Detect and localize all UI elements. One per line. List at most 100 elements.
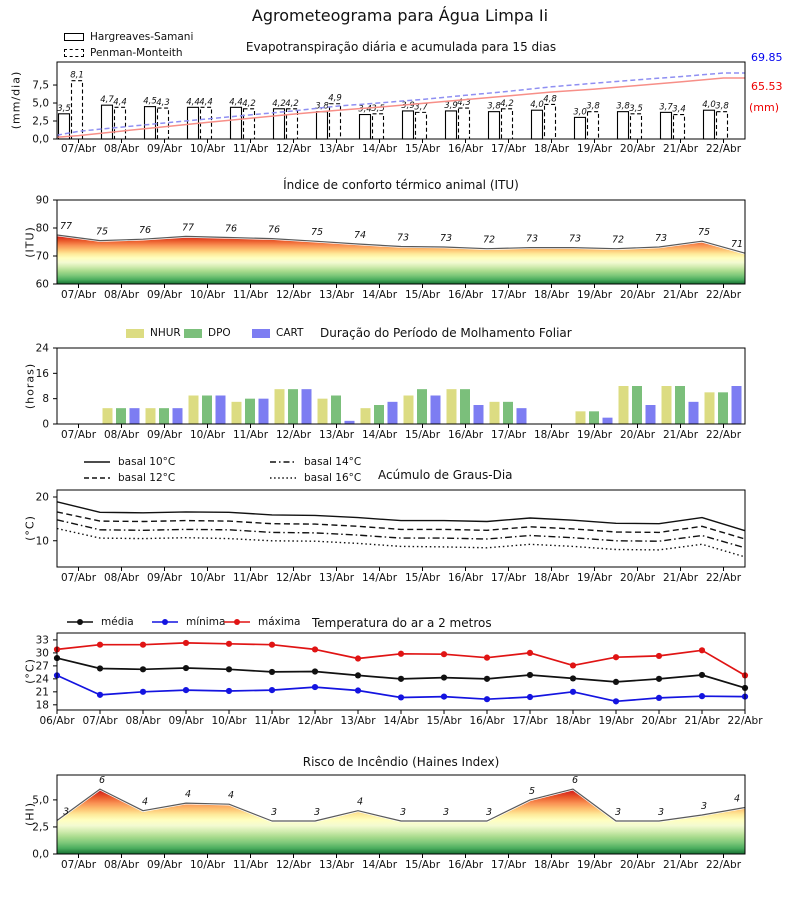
- svg-text:4: 4: [185, 789, 191, 800]
- svg-text:09/Abr: 09/Abr: [147, 289, 183, 301]
- svg-text:15/Abr: 15/Abr: [405, 143, 441, 155]
- legend-dpo: DPO: [184, 327, 231, 339]
- legend-penman-label: Penman-Monteith: [90, 47, 183, 59]
- legend-basal16: basal 16°C: [268, 472, 361, 484]
- svg-text:11/Abr: 11/Abr: [254, 715, 290, 727]
- dpo-swatch-icon: [184, 328, 202, 338]
- svg-text:4,2: 4,2: [285, 99, 299, 109]
- svg-text:0,0: 0,0: [32, 849, 49, 861]
- svg-text:18/Abr: 18/Abr: [534, 572, 570, 584]
- svg-text:09/Abr: 09/Abr: [147, 429, 183, 441]
- svg-text:4,3: 4,3: [156, 98, 170, 108]
- svg-text:14/Abr: 14/Abr: [362, 429, 398, 441]
- legend-nhur-label: NHUR: [150, 327, 181, 339]
- molhamento-chart: 0 8 16 24 07/Abr 08/Abr 09/Abr 10/Abr 11/Abr 12/A…: [36, 343, 746, 441]
- svg-text:22/Abr: 22/Abr: [727, 715, 763, 727]
- svg-text:75: 75: [96, 227, 108, 238]
- svg-text:16/Abr: 16/Abr: [448, 289, 484, 301]
- svg-text:21: 21: [36, 686, 49, 698]
- svg-text:07/Abr: 07/Abr: [61, 429, 97, 441]
- svg-text:13/Abr: 13/Abr: [319, 143, 355, 155]
- itu-title: Índice de conforto térmico animal (ITU): [283, 178, 519, 192]
- legend-hargreaves: Hargreaves-Samani: [64, 31, 193, 43]
- svg-text:12/Abr: 12/Abr: [297, 715, 333, 727]
- itu-ylabel: (ITU): [23, 226, 37, 258]
- svg-text:09/Abr: 09/Abr: [147, 572, 183, 584]
- legend-cart-label: CART: [276, 327, 304, 339]
- svg-text:4,3: 4,3: [457, 98, 471, 108]
- svg-text:22/Abr: 22/Abr: [706, 143, 742, 155]
- svg-text:73: 73: [655, 233, 667, 244]
- svg-text:4,7: 4,7: [100, 95, 114, 105]
- svg-text:10/Abr: 10/Abr: [190, 859, 226, 871]
- svg-text:10/Abr: 10/Abr: [211, 715, 247, 727]
- penman-swatch-icon: [64, 49, 84, 57]
- svg-text:11/Abr: 11/Abr: [233, 143, 269, 155]
- svg-text:3,7: 3,7: [659, 102, 673, 112]
- molhamento-title: Duração do Período de Molhamento Foliar: [320, 326, 572, 340]
- svg-text:20/Abr: 20/Abr: [620, 572, 656, 584]
- legend-minima: mínima: [150, 616, 225, 628]
- svg-text:6: 6: [99, 775, 105, 786]
- svg-text:3: 3: [314, 807, 320, 818]
- legend-nhur: NHUR: [126, 327, 181, 339]
- svg-text:15/Abr: 15/Abr: [405, 572, 441, 584]
- legend-maxima: máxima: [222, 616, 300, 628]
- svg-text:09/Abr: 09/Abr: [147, 859, 183, 871]
- basal14-line-icon: [270, 461, 296, 463]
- svg-text:3,4: 3,4: [358, 105, 372, 115]
- basal12-line-icon: [84, 477, 110, 479]
- svg-text:70: 70: [36, 251, 49, 263]
- svg-text:73: 73: [569, 234, 581, 245]
- legend-cart: CART: [252, 327, 303, 339]
- svg-text:18/Abr: 18/Abr: [534, 859, 570, 871]
- legend-basal10-label: basal 10°C: [118, 456, 176, 468]
- svg-text:12/Abr: 12/Abr: [276, 572, 312, 584]
- haines-ylabel: (HI): [23, 801, 37, 827]
- svg-text:24: 24: [36, 343, 50, 355]
- svg-text:14/Abr: 14/Abr: [362, 859, 398, 871]
- svg-text:19/Abr: 19/Abr: [598, 715, 634, 727]
- basal16-line-icon: [270, 477, 296, 479]
- svg-text:73: 73: [397, 232, 409, 243]
- svg-text:17/Abr: 17/Abr: [491, 429, 527, 441]
- svg-text:18: 18: [36, 699, 49, 711]
- svg-text:21/Abr: 21/Abr: [663, 859, 699, 871]
- svg-text:10/Abr: 10/Abr: [190, 289, 226, 301]
- svg-text:20/Abr: 20/Abr: [641, 715, 677, 727]
- legend-media-label: média: [101, 616, 134, 628]
- right-axis-unit: (mm): [749, 101, 780, 114]
- svg-text:17/Abr: 17/Abr: [491, 859, 527, 871]
- svg-text:4,2: 4,2: [272, 99, 286, 109]
- svg-text:20/Abr: 20/Abr: [620, 143, 656, 155]
- svg-text:17/Abr: 17/Abr: [512, 715, 548, 727]
- cumulative-penman-total: 69.85: [751, 51, 783, 64]
- evapo-title: Evapotranspiração diária e acumulada par…: [245, 40, 557, 54]
- legend-basal16-label: basal 16°C: [304, 472, 362, 484]
- svg-text:4: 4: [142, 797, 148, 808]
- svg-text:15/Abr: 15/Abr: [405, 859, 441, 871]
- svg-text:06/Abr: 06/Abr: [39, 715, 75, 727]
- svg-text:30: 30: [36, 647, 49, 659]
- svg-text:19/Abr: 19/Abr: [577, 289, 613, 301]
- svg-text:21/Abr: 21/Abr: [684, 715, 720, 727]
- legend-basal10: basal 10°C: [82, 456, 175, 468]
- svg-text:07/Abr: 07/Abr: [82, 715, 118, 727]
- grausdia-title: Acúmulo de Graus-Dia: [378, 468, 513, 482]
- svg-text:3: 3: [658, 807, 664, 818]
- svg-text:4,9: 4,9: [328, 94, 342, 104]
- svg-text:3: 3: [615, 807, 621, 818]
- svg-text:19/Abr: 19/Abr: [577, 143, 613, 155]
- svg-text:21/Abr: 21/Abr: [663, 429, 699, 441]
- svg-text:10/Abr: 10/Abr: [190, 143, 226, 155]
- svg-text:3: 3: [63, 806, 69, 817]
- svg-text:08/Abr: 08/Abr: [125, 715, 161, 727]
- svg-text:19/Abr: 19/Abr: [577, 572, 613, 584]
- svg-text:3,7: 3,7: [414, 102, 428, 112]
- svg-text:19/Abr: 19/Abr: [577, 859, 613, 871]
- legend-media: média: [65, 616, 134, 628]
- svg-text:11/Abr: 11/Abr: [233, 289, 269, 301]
